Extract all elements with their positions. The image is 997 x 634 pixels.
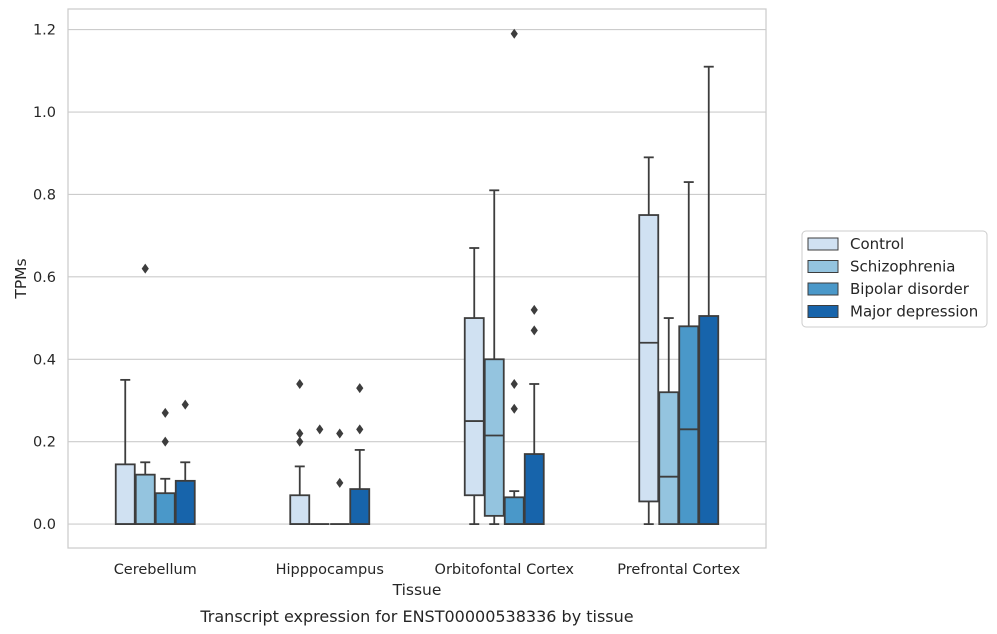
x-tick-label: Prefrontal Cortex bbox=[617, 562, 740, 578]
box-bipolar-disorder-hipppocampus bbox=[330, 428, 350, 525]
y-tick-label: 0.0 bbox=[33, 517, 56, 533]
y-tick-label: 1.2 bbox=[33, 23, 56, 39]
y-tick-labels: 0.0 0.2 0.4 0.6 0.8 1.0 1.2 bbox=[33, 23, 56, 533]
outlier-point bbox=[530, 325, 538, 336]
series-bipolar-disorder bbox=[154, 28, 700, 525]
legend-item-control: Control bbox=[807, 235, 904, 253]
legend-item-major-depression: Major depression bbox=[807, 303, 978, 321]
chart-caption: Transcript expression for ENST0000053833… bbox=[199, 607, 633, 626]
y-tick-label: 0.8 bbox=[33, 187, 56, 203]
plot-frame bbox=[67, 8, 767, 549]
box-control-cerebellum bbox=[114, 378, 136, 525]
box-body bbox=[174, 479, 196, 525]
legend-items: Control Schizophrenia Bipolar disorder Majo… bbox=[807, 235, 978, 321]
box-schizophrenia-cerebellum bbox=[134, 263, 156, 525]
box-body bbox=[114, 463, 136, 525]
box-major-depression-hipppocampus bbox=[349, 383, 371, 525]
box-bipolar-disorder-orbitofontal-cortex bbox=[503, 28, 525, 525]
box-body bbox=[483, 358, 505, 517]
boxes-layer bbox=[114, 28, 720, 525]
x-tick-labels: Cerebellum Hipppocampus Orbitofontal Corte… bbox=[114, 562, 741, 578]
outlier-point bbox=[530, 304, 538, 315]
box-body bbox=[289, 494, 311, 525]
box-control-orbitofontal-cortex bbox=[463, 247, 485, 525]
legend-frame bbox=[801, 230, 988, 328]
outlier-point bbox=[161, 407, 169, 418]
x-axis-label: Tissue bbox=[392, 581, 442, 599]
series-major-depression bbox=[174, 65, 720, 525]
x-tick-label: Orbitofontal Cortex bbox=[435, 562, 575, 578]
box-body bbox=[463, 317, 485, 497]
box-body bbox=[523, 453, 545, 525]
box-body bbox=[698, 315, 720, 525]
legend-swatch bbox=[807, 237, 839, 251]
box-body bbox=[638, 214, 660, 503]
box-bipolar-disorder-cerebellum bbox=[154, 407, 176, 525]
box-schizophrenia-hipppocampus bbox=[310, 424, 330, 525]
box-schizophrenia-prefrontal-cortex bbox=[658, 317, 680, 525]
legend-swatch bbox=[807, 260, 839, 273]
box-body bbox=[154, 492, 176, 525]
outlier-point bbox=[296, 428, 304, 439]
outlier-point bbox=[296, 378, 304, 389]
outlier-point bbox=[336, 428, 344, 439]
legend-label: Major depression bbox=[850, 303, 978, 321]
legend: Control Schizophrenia Bipolar disorder Majo… bbox=[801, 230, 988, 328]
box-body bbox=[503, 496, 525, 525]
legend-label: Control bbox=[850, 235, 904, 253]
grid-lines bbox=[68, 29, 766, 525]
y-tick-label: 0.6 bbox=[33, 270, 56, 286]
y-tick-label: 1.0 bbox=[33, 105, 56, 121]
outlier-point bbox=[510, 403, 518, 414]
outlier-point bbox=[141, 263, 149, 274]
outlier-point bbox=[296, 436, 304, 447]
legend-swatch bbox=[807, 305, 839, 318]
box-body bbox=[349, 488, 371, 525]
outlier-point bbox=[181, 399, 189, 410]
outlier-point bbox=[161, 436, 169, 447]
legend-item-bipolar-disorder: Bipolar disorder bbox=[807, 280, 970, 298]
series-control bbox=[114, 156, 660, 525]
box-body bbox=[134, 473, 156, 525]
box-schizophrenia-orbitofontal-cortex bbox=[483, 189, 505, 525]
legend-label: Schizophrenia bbox=[850, 258, 955, 276]
x-tick-label: Hipppocampus bbox=[276, 562, 384, 578]
y-axis-label: TPMs bbox=[12, 258, 30, 299]
y-tick-label: 0.2 bbox=[33, 435, 56, 451]
legend-item-schizophrenia: Schizophrenia bbox=[807, 258, 955, 276]
y-tick-label: 0.4 bbox=[33, 352, 56, 368]
outlier-point bbox=[356, 383, 364, 394]
outlier-point bbox=[336, 477, 344, 488]
outlier-point bbox=[356, 424, 364, 435]
box-major-depression-prefrontal-cortex bbox=[698, 65, 720, 525]
legend-label: Bipolar disorder bbox=[850, 280, 970, 298]
x-tick-label: Cerebellum bbox=[114, 562, 197, 578]
outlier-point bbox=[510, 378, 518, 389]
box-major-depression-orbitofontal-cortex bbox=[523, 304, 545, 525]
legend-swatch bbox=[807, 282, 839, 296]
outlier-point bbox=[510, 28, 518, 39]
box-control-prefrontal-cortex bbox=[638, 156, 660, 525]
box-bipolar-disorder-prefrontal-cortex bbox=[678, 181, 700, 525]
outlier-point bbox=[316, 424, 324, 435]
box-body bbox=[678, 325, 700, 525]
box-body bbox=[658, 391, 680, 525]
box-major-depression-cerebellum bbox=[174, 399, 196, 525]
box-control-hipppocampus bbox=[289, 378, 311, 525]
series-schizophrenia bbox=[134, 189, 680, 525]
